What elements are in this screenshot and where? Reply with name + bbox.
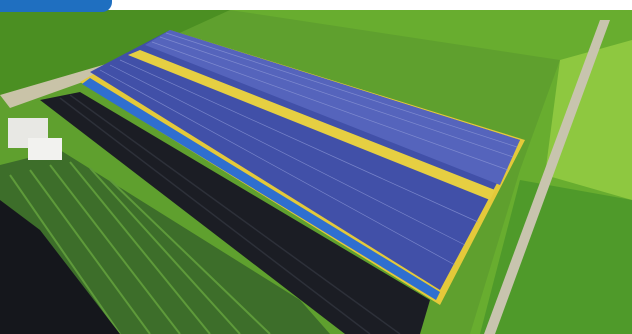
tunnel-greenhouse: [40, 92, 430, 334]
panel-grid: [99, 32, 518, 266]
tunnel-lower-left: [0, 200, 120, 334]
vegetable-rows: [9, 161, 271, 334]
rice-field-bright: [545, 40, 632, 200]
solar-roof-upper: [145, 30, 520, 185]
yellow-ridge: [128, 50, 495, 200]
top-white-band: [0, 0, 632, 10]
tunnel-ribs: [59, 94, 401, 334]
blue-side-stripe: [82, 78, 440, 300]
road-right: [484, 20, 610, 334]
rice-field-lower-right: [480, 180, 632, 334]
corner-accent-tab: [0, 0, 112, 12]
building-small: [28, 138, 62, 160]
